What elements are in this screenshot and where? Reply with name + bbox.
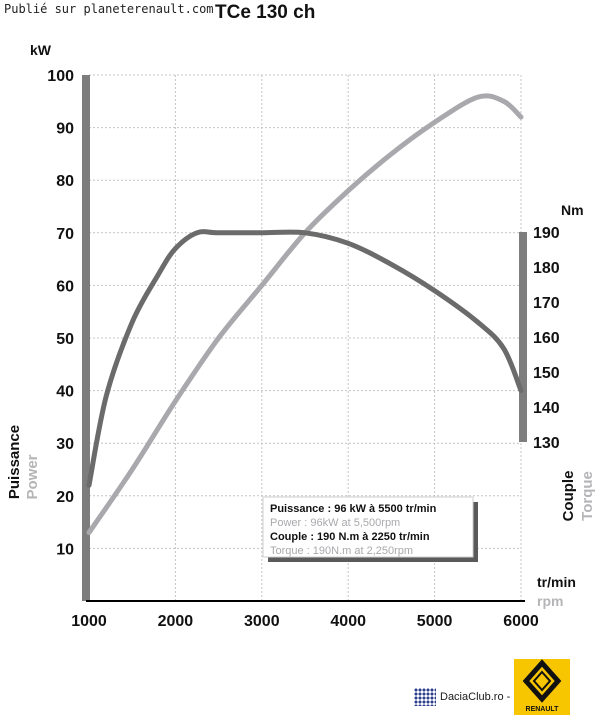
left-axis-title: Puissance: [6, 425, 23, 499]
x-tick-5000: 5000: [417, 613, 453, 630]
right-tick-labels: 130 140 150 160 170 180 190: [533, 225, 560, 452]
watermark-text: Publié sur planeterenault.com: [4, 2, 214, 16]
x-unit-label-en: rpm: [537, 593, 563, 609]
y-left-tick-70: 70: [56, 226, 74, 243]
y-left-tick-50: 50: [56, 331, 74, 348]
y-left-tick-10: 10: [56, 541, 74, 558]
y-left-tick-100: 100: [47, 68, 74, 85]
renault-logo-text: RENAULT: [525, 706, 559, 713]
chart-title: TCe 130 ch: [215, 2, 316, 23]
left-unit-label: kW: [30, 42, 52, 58]
y-right-tick-130: 130: [533, 435, 560, 452]
legend-line-2: Power : 96kW at 5,500rpm: [270, 517, 400, 529]
x-tick-2000: 2000: [158, 613, 194, 630]
y-right-tick-190: 190: [533, 225, 560, 242]
y-left-tick-20: 20: [56, 489, 74, 506]
y-right-tick-180: 180: [533, 260, 560, 277]
right-axis-title-en: Torque: [579, 471, 596, 521]
x-unit-label: tr/min: [537, 574, 576, 590]
renault-logo: RENAULT: [514, 659, 570, 715]
x-tick-4000: 4000: [330, 613, 366, 630]
y-left-tick-60: 60: [56, 278, 74, 295]
y-right-tick-160: 160: [533, 330, 560, 347]
y-right-tick-140: 140: [533, 400, 560, 417]
y-left-tick-30: 30: [56, 436, 74, 453]
y-right-tick-150: 150: [533, 365, 560, 382]
y-left-tick-40: 40: [56, 384, 74, 401]
x-tick-labels: 1000 2000 3000 4000 5000 6000: [71, 613, 539, 630]
right-axis-bar: [519, 232, 527, 442]
series-line-1: [86, 93, 524, 536]
right-axis-title: Couple: [560, 471, 577, 522]
legend-panel: [262, 496, 474, 558]
left-axis-bar: [82, 75, 90, 601]
y-left-tick-80: 80: [56, 173, 74, 190]
x-tick-6000: 6000: [503, 613, 539, 630]
legend-line-3: Couple : 190 N.m à 2250 tr/min: [270, 531, 430, 543]
renault-diamond-icon: [522, 659, 562, 703]
series-line-2: [86, 229, 524, 488]
left-tick-labels: 10 20 30 40 50 60 70 80 90 100: [47, 68, 74, 558]
x-tick-3000: 3000: [244, 613, 280, 630]
right-unit-label: Nm: [561, 202, 584, 218]
legend-line-1: Puissance : 96 kW à 5500 tr/min: [270, 503, 437, 515]
legend-line-4: Torque : 190N.m at 2,250rpm: [270, 545, 413, 557]
legend-box: Puissance : 96 kW à 5500 tr/min Power : …: [262, 496, 478, 562]
y-right-tick-170: 170: [533, 295, 560, 312]
x-tick-1000: 1000: [71, 613, 107, 630]
daciaclub-logo-icon: [414, 688, 436, 706]
series-lines: [86, 93, 524, 536]
y-left-tick-90: 90: [56, 121, 74, 138]
left-axis-title-en: Power: [24, 454, 41, 499]
